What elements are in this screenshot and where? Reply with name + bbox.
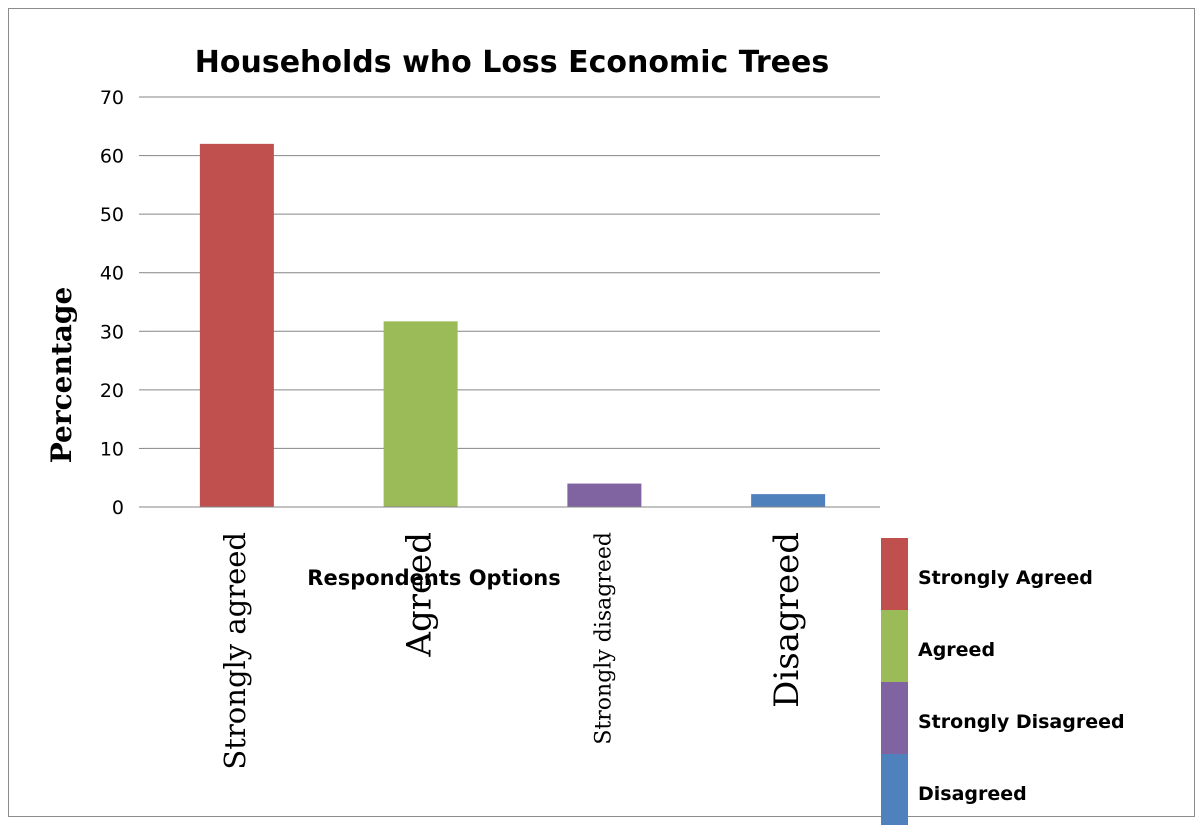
y-tick-label: 0 bbox=[112, 497, 124, 519]
legend-label: Strongly Agreed bbox=[918, 567, 1093, 589]
y-tick-label: 30 bbox=[100, 321, 124, 343]
legend-label: Disagreed bbox=[918, 783, 1027, 805]
x-category-label: Disagreed bbox=[767, 532, 807, 708]
y-tick-label: 50 bbox=[100, 204, 124, 226]
y-tick-labels: 0 10 20 30 40 50 60 70 bbox=[100, 87, 124, 519]
legend-swatch bbox=[881, 754, 908, 825]
x-category-label: Strongly agreed bbox=[218, 532, 252, 770]
legend-label: Strongly Disagreed bbox=[918, 711, 1125, 733]
y-tick-label: 40 bbox=[100, 263, 124, 285]
bars bbox=[199, 143, 826, 507]
legend: Strongly Agreed Agreed Strongly Disagreed D… bbox=[881, 538, 1125, 825]
bar-1 bbox=[199, 143, 274, 507]
chart-title: Households who Loss Economic Trees bbox=[195, 45, 829, 80]
bar-3 bbox=[567, 483, 642, 507]
y-axis-label: Percentage bbox=[45, 287, 78, 464]
y-tick-label: 70 bbox=[100, 87, 124, 109]
legend-swatch bbox=[881, 538, 908, 610]
legend-label: Agreed bbox=[918, 639, 995, 661]
legend-swatch bbox=[881, 682, 908, 754]
legend-swatch bbox=[881, 610, 908, 682]
bar-4 bbox=[751, 494, 826, 507]
y-tick-label: 10 bbox=[100, 438, 124, 460]
x-category-label: Strongly disagreed bbox=[591, 532, 616, 745]
x-category-labels: Strongly agreed Agreed Strongly disagreed D… bbox=[218, 532, 807, 770]
y-tick-label: 60 bbox=[100, 146, 124, 168]
x-category-label: Agreed bbox=[400, 532, 440, 658]
x-axis-label: Respondents Options bbox=[307, 566, 560, 590]
bar-2 bbox=[383, 321, 458, 507]
y-tick-label: 20 bbox=[100, 380, 124, 402]
